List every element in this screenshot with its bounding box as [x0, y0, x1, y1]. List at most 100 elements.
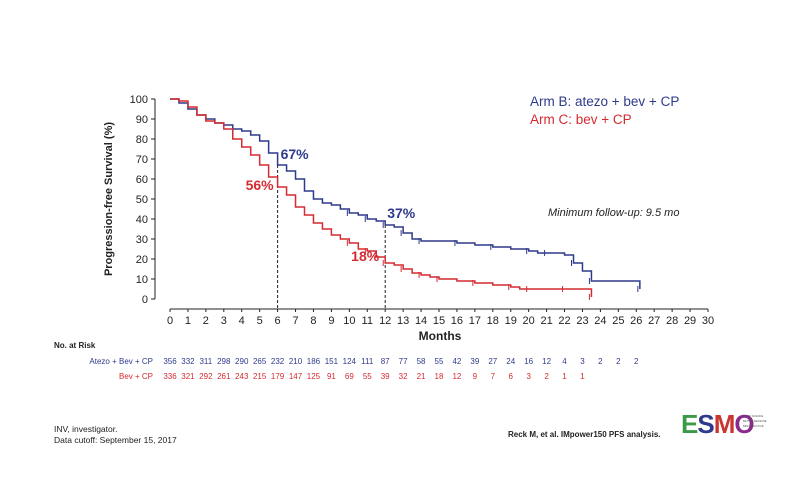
y-axis-label: Progression-free Survival (%)	[103, 122, 115, 276]
x-tick-label: 29	[684, 315, 696, 327]
risk-value: 58	[417, 357, 426, 366]
risk-value: 16	[524, 357, 533, 366]
x-tick-label: 27	[648, 315, 660, 327]
x-tick-label: 1	[185, 315, 191, 327]
risk-value: 125	[307, 372, 321, 381]
risk-value: 3	[580, 357, 585, 366]
x-tick-label: 7	[292, 315, 298, 327]
logo-letter-o: O	[734, 409, 754, 439]
logo-tagline-1: GOOD SCIENCE	[743, 415, 764, 418]
risk-value: 2	[544, 372, 549, 381]
risk-row-label-arm-b: Atezo + Bev + CP	[89, 357, 153, 366]
curve-arm-b	[170, 98, 641, 289]
risk-value: 356	[163, 357, 177, 366]
risk-value: 6	[509, 372, 514, 381]
x-tick-label: 30	[702, 315, 714, 327]
risk-value: 91	[327, 372, 336, 381]
risk-value: 7	[491, 372, 496, 381]
x-tick-label: 16	[451, 315, 463, 327]
x-tick-label: 11	[362, 315, 373, 327]
x-tick-label: 24	[594, 315, 606, 327]
x-tick-label: 15	[433, 315, 445, 327]
y-axis-ticks: 0 10 20 30 40 50 60 70 80 90 100	[130, 94, 155, 306]
risk-value: 311	[199, 357, 212, 366]
esmo-logo: ESMO GOOD SCIENCE BETTER MEDICINE BEST P…	[681, 409, 767, 441]
risk-value: 215	[253, 372, 267, 381]
risk-value: 12	[452, 372, 461, 381]
x-tick-label: 14	[415, 315, 427, 327]
risk-value: 321	[181, 372, 195, 381]
risk-row-label-arm-c: Bev + CP	[119, 372, 153, 381]
y-tick-label: 0	[142, 294, 148, 306]
risk-value: 42	[452, 357, 461, 366]
risk-value: 151	[325, 357, 339, 366]
annotation-label: 56%	[246, 177, 275, 193]
footer-abbreviation: INV, investigator.	[54, 424, 118, 434]
x-tick-label: 4	[239, 315, 245, 327]
y-tick-label: 70	[136, 154, 148, 166]
annotation-label: 67%	[281, 146, 310, 162]
logo-tagline-3: BEST PRACTICE	[743, 425, 764, 428]
y-tick-label: 40	[136, 214, 148, 226]
risk-value: 111	[361, 357, 374, 366]
x-tick-label: 5	[257, 315, 263, 327]
risk-value: 87	[381, 357, 390, 366]
risk-value: 1	[580, 372, 585, 381]
risk-value: 24	[506, 357, 515, 366]
risk-value: 9	[473, 372, 478, 381]
risk-value: 336	[163, 372, 177, 381]
x-tick-label: 22	[558, 315, 570, 327]
survival-curves	[170, 98, 641, 300]
logo-tagline-2: BETTER MEDICINE	[743, 420, 767, 423]
x-tick-label: 18	[487, 315, 499, 327]
x-tick-label: 17	[469, 315, 481, 327]
y-tick-label: 50	[136, 194, 148, 206]
logo-letter-s: S	[697, 409, 714, 439]
x-tick-label: 26	[630, 315, 642, 327]
x-tick-label: 13	[397, 315, 409, 327]
esmo-logo-wordmark: ESMO	[681, 409, 755, 440]
logo-letter-m: M	[713, 409, 736, 439]
y-tick-label: 30	[136, 234, 148, 246]
risk-value: 69	[345, 372, 354, 381]
legend-arm-c: Arm C: bev + CP	[530, 112, 632, 127]
risk-value: 39	[470, 357, 479, 366]
x-tick-label: 3	[221, 315, 227, 327]
logo-letter-e: E	[681, 409, 698, 439]
risk-value: 21	[417, 372, 426, 381]
risk-value: 243	[235, 372, 249, 381]
risk-value: 210	[289, 357, 303, 366]
footer-data-cutoff: Data cutoff: September 15, 2017	[54, 435, 177, 445]
risk-value: 261	[217, 372, 231, 381]
risk-value: 298	[217, 357, 231, 366]
x-tick-label: 8	[310, 315, 316, 327]
risk-value: 77	[399, 357, 408, 366]
min-follow-up-note: Minimum follow-up: 9.5 mo	[548, 207, 679, 219]
x-tick-label: 0	[167, 315, 173, 327]
risk-value: 232	[271, 357, 285, 366]
annotations: 67% 56% 37% 18%	[246, 146, 416, 264]
x-tick-label: 9	[328, 315, 334, 327]
x-tick-label: 12	[379, 315, 391, 327]
x-tick-label: 10	[343, 315, 355, 327]
risk-value: 179	[271, 372, 285, 381]
annotation-label: 37%	[387, 205, 416, 221]
curve-arm-c	[170, 98, 593, 297]
x-tick-label: 23	[576, 315, 588, 327]
risk-value: 332	[181, 357, 195, 366]
risk-value: 1	[562, 372, 567, 381]
x-tick-label: 28	[666, 315, 678, 327]
risk-value: 39	[381, 372, 390, 381]
risk-table-values: 356 332 311 298 290 265 232 210 186 151 124 111 87 77…	[163, 357, 639, 381]
footer-notes: INV, investigator. Data cutoff: Septembe…	[54, 424, 177, 446]
risk-value: 27	[488, 357, 497, 366]
x-tick-label: 20	[523, 315, 535, 327]
x-tick-label: 25	[612, 315, 624, 327]
y-tick-label: 80	[136, 134, 148, 146]
source-citation: Reck M, et al. IMpower150 PFS analysis.	[508, 430, 661, 439]
risk-value: 292	[199, 372, 213, 381]
risk-value: 55	[435, 357, 444, 366]
risk-value: 265	[253, 357, 267, 366]
y-tick-label: 90	[136, 114, 148, 126]
